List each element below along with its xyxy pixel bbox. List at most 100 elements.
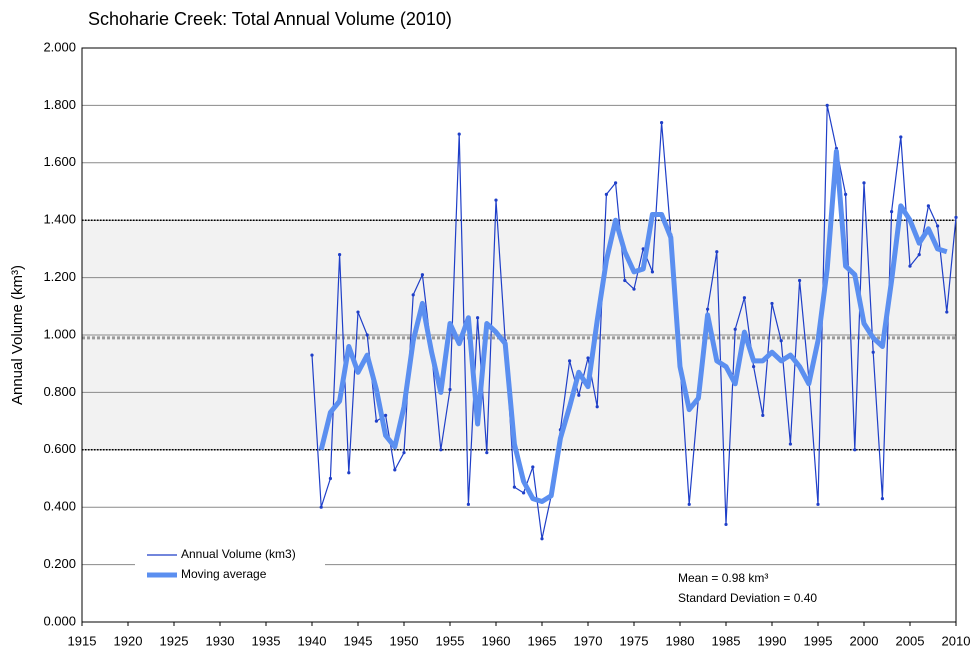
chart-title: Schoharie Creek: Total Annual Volume (20… (88, 9, 452, 29)
x-tick-label: 1995 (804, 633, 833, 648)
point (384, 413, 388, 417)
x-tick-label: 1970 (574, 633, 603, 648)
point (393, 468, 397, 472)
point (338, 253, 342, 257)
x-tick-label: 1990 (758, 633, 787, 648)
x-tick-label: 1975 (620, 633, 649, 648)
x-tick-label: 2000 (850, 633, 879, 648)
point (816, 502, 820, 506)
point (788, 442, 793, 446)
point (512, 485, 517, 489)
point (466, 502, 470, 506)
annotation: Mean = 0.98 km³ (678, 571, 768, 585)
point (917, 253, 921, 257)
point (761, 413, 765, 417)
point (660, 121, 664, 125)
y-tick-label: 1.800 (43, 97, 76, 112)
point (752, 364, 756, 369)
point (531, 465, 535, 469)
y-tick-label: 1.400 (43, 212, 76, 227)
y-tick-label: 1.000 (43, 326, 76, 341)
point (568, 359, 572, 363)
x-tick-label: 2005 (896, 633, 925, 648)
point (770, 301, 774, 306)
point (448, 387, 452, 392)
point (411, 293, 415, 297)
plot-frame (81, 47, 957, 623)
point (908, 264, 912, 268)
x-tick-label: 1945 (344, 633, 373, 648)
point (540, 537, 544, 541)
point (742, 296, 747, 300)
point (862, 181, 866, 185)
point (954, 215, 958, 219)
point (936, 224, 940, 228)
point (706, 307, 710, 311)
point (880, 496, 885, 501)
y-tick-label: 0.800 (43, 384, 76, 399)
point (614, 181, 618, 185)
point (319, 505, 323, 509)
x-tick-label: 1985 (712, 633, 741, 648)
point (945, 310, 949, 314)
point (586, 356, 590, 360)
point (365, 333, 369, 337)
point (595, 405, 599, 409)
x-tick-label: 1940 (298, 633, 327, 648)
point (476, 316, 480, 320)
point (374, 419, 378, 423)
point (604, 192, 609, 196)
y-axis-label: Annual Volume (km³) (9, 265, 26, 405)
y-tick-label: 2.000 (43, 39, 76, 54)
x-tick-label: 1925 (160, 633, 189, 648)
y-tick-label: 1.200 (43, 269, 76, 284)
point (485, 451, 489, 455)
y-tick-label: 0.400 (43, 499, 76, 514)
point (890, 209, 894, 214)
point (310, 353, 314, 357)
series-line (318, 148, 948, 504)
x-tick-label: 2010 (942, 633, 971, 648)
x-tick-label: 1960 (482, 633, 511, 648)
x-tick-label: 1965 (528, 633, 557, 648)
point (439, 448, 443, 452)
point (623, 278, 627, 283)
point (650, 270, 655, 274)
point (522, 491, 526, 495)
point (347, 471, 351, 475)
y-tick-label: 0.200 (43, 556, 76, 571)
y-tick-label: 0.600 (43, 441, 76, 456)
legend-label: Annual Volume (km3) (181, 547, 296, 561)
point (871, 350, 875, 354)
point (853, 448, 857, 452)
y-tick-label: 0.000 (43, 613, 76, 628)
legend-label: Moving average (181, 567, 267, 581)
x-tick-label: 1915 (68, 633, 97, 648)
point (844, 192, 848, 196)
point (356, 310, 360, 314)
point (798, 278, 802, 283)
point (779, 339, 783, 343)
point (715, 250, 719, 254)
point (825, 103, 829, 107)
point (494, 198, 498, 202)
point (402, 451, 406, 455)
x-tick-label: 1930 (206, 633, 235, 648)
x-tick-label: 1980 (666, 633, 695, 648)
point (457, 132, 461, 136)
x-tick-label: 1955 (436, 633, 465, 648)
y-tick-label: 1.600 (43, 154, 76, 169)
annotation: Standard Deviation = 0.40 (678, 591, 817, 605)
x-tick-label: 1950 (390, 633, 419, 648)
point (687, 502, 691, 506)
point (632, 287, 636, 291)
point (926, 204, 931, 208)
point (724, 522, 728, 527)
point (420, 273, 424, 277)
point (328, 476, 332, 481)
x-tick-label: 1935 (252, 633, 281, 648)
x-tick-label: 1920 (114, 633, 143, 648)
point (899, 135, 903, 139)
point (577, 393, 581, 397)
